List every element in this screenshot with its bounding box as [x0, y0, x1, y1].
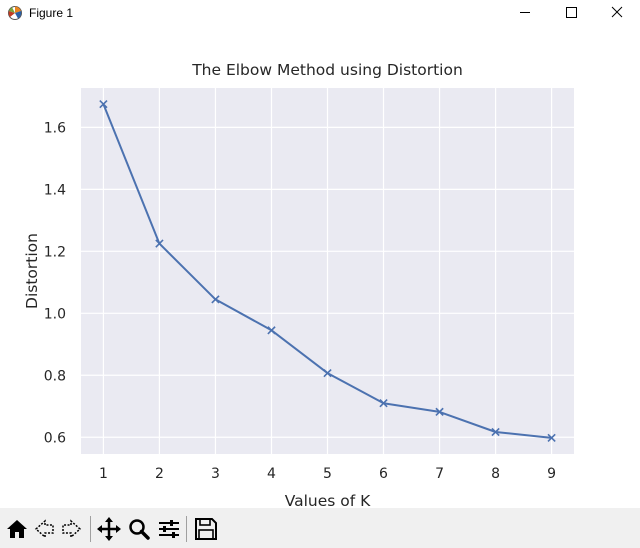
elbow-chart: 1 2 3 4 5 6 7 8 9 0.6 0.8 1.0 1.2 1.4 1.6 The Elbow Me…	[23, 61, 574, 508]
configure-subplots-icon	[159, 520, 179, 538]
forward-icon	[62, 519, 82, 539]
data-point-marker	[491, 427, 500, 437]
pan-icon	[97, 517, 121, 541]
data-point-marker	[323, 368, 332, 378]
maximize-icon	[566, 7, 577, 18]
close-icon	[611, 6, 623, 18]
data-point-marker	[211, 295, 220, 304]
grid-lines	[81, 88, 574, 454]
chart-title: The Elbow Method using Distortion	[191, 61, 463, 79]
x-axis-label: Values of K	[285, 492, 371, 508]
figure-canvas[interactable]: 1 2 3 4 5 6 7 8 9 0.6 0.8 1.0 1.2 1.4 1.6 The Elbow Me…	[0, 26, 640, 508]
tick-labels: 1 2 3 4 5 6 7 8 9 0.6 0.8 1.0 1.2 1.4 1.6	[44, 120, 556, 482]
data-point-marker	[435, 407, 444, 417]
zoom-icon	[129, 519, 150, 540]
y-tick-label: 0.6	[44, 430, 66, 446]
save-icon	[195, 518, 217, 540]
toolbar-separator	[90, 516, 91, 542]
data-point-marker	[99, 99, 108, 109]
forward-button[interactable]	[58, 516, 84, 542]
y-tick-label: 1.0	[44, 306, 66, 322]
data-point-marker	[547, 433, 556, 443]
x-tick-label: 3	[211, 466, 220, 482]
back-icon	[34, 519, 54, 539]
x-tick-label: 2	[155, 466, 164, 482]
data-point-marker	[379, 399, 388, 408]
x-tick-label: 4	[267, 466, 276, 482]
zoom-button[interactable]	[126, 516, 152, 542]
x-tick-label: 8	[491, 466, 500, 482]
y-tick-label: 1.2	[44, 244, 66, 260]
maximize-button[interactable]	[548, 0, 594, 26]
data-markers	[99, 99, 556, 443]
x-tick-label: 7	[435, 466, 444, 482]
x-tick-label: 6	[379, 466, 388, 482]
window-titlebar: Figure 1	[0, 0, 640, 26]
matplotlib-figure-icon	[7, 5, 23, 21]
window-title: Figure 1	[29, 6, 74, 20]
save-button[interactable]	[193, 516, 219, 542]
home-icon	[7, 520, 27, 538]
back-button[interactable]	[32, 516, 58, 542]
data-point-marker	[155, 239, 164, 248]
data-point-marker	[267, 326, 276, 335]
y-tick-label: 0.8	[44, 368, 66, 384]
x-tick-label: 5	[323, 466, 332, 482]
toolbar-separator	[186, 516, 187, 542]
x-tick-label: 1	[99, 466, 108, 482]
x-tick-label: 9	[547, 466, 556, 482]
y-axis-label: Distortion	[23, 233, 41, 309]
y-tick-label: 1.4	[44, 182, 66, 198]
y-tick-label: 1.6	[44, 120, 66, 136]
minimize-button[interactable]	[502, 0, 548, 26]
minimize-icon	[520, 12, 530, 13]
home-button[interactable]	[4, 516, 30, 542]
navigation-toolbar	[0, 508, 640, 548]
pan-button[interactable]	[96, 516, 122, 542]
configure-subplots-button[interactable]	[156, 516, 182, 542]
close-button[interactable]	[594, 0, 640, 26]
